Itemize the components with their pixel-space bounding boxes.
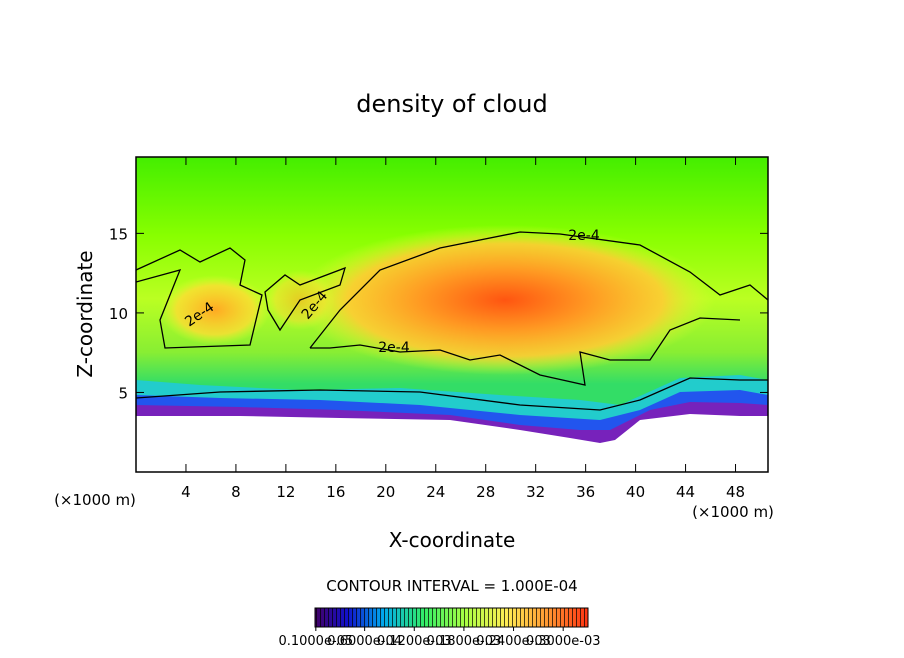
x-tick-label: 20: [376, 483, 395, 501]
chart-title: density of cloud: [356, 90, 547, 118]
x-tick-label: 16: [326, 483, 345, 501]
contour-interval: CONTOUR INTERVAL = 1.000E-04: [326, 577, 577, 595]
colorbar-tick-label: 0.1000e-05: [278, 634, 353, 649]
contour-label: 2e-4: [568, 228, 600, 244]
x-axis-label: X-coordinate: [389, 528, 516, 552]
x-tick-label: 36: [576, 483, 595, 501]
y-unit: (×1000 m): [54, 491, 136, 509]
colorbar-tick-label: 0.1200e-03: [377, 634, 452, 649]
colorbar-tick-label: 0.1800e-03: [427, 634, 502, 649]
x-tick-label: 40: [626, 483, 645, 501]
contour-label: 2e-4: [378, 340, 410, 356]
field-blob: [160, 275, 270, 345]
field-empty: [136, 414, 768, 472]
field-blob: [295, 225, 715, 375]
x-tick-label: 8: [231, 483, 241, 501]
x-tick-label: 4: [181, 483, 191, 501]
y-tick-label: 15: [109, 225, 128, 243]
field: [136, 157, 768, 472]
plot-frame: [135, 156, 769, 473]
x-tick-label: 12: [276, 483, 295, 501]
x-tick-label: 32: [526, 483, 545, 501]
y-axis-label: Z-coordinate: [73, 250, 97, 377]
contour: [136, 231, 768, 411]
x-tick-label: 44: [676, 483, 695, 501]
x-tick-label: 28: [476, 483, 495, 501]
colorbar-tick-label: 0.6000e-04: [327, 634, 402, 649]
y-tick-label: 5: [118, 384, 128, 402]
colorbar-tick-label: 0.3000e-03: [526, 634, 601, 649]
colorbar-frame: [314, 607, 589, 628]
x-unit: (×1000 m): [692, 503, 774, 521]
y-tick-label: 10: [109, 305, 128, 323]
x-tick-label: 24: [426, 483, 445, 501]
x-tick-label: 48: [726, 483, 745, 501]
colorbar-stripes: [315, 608, 588, 627]
colorbar-tick-label: 0.2400e-03: [476, 634, 551, 649]
